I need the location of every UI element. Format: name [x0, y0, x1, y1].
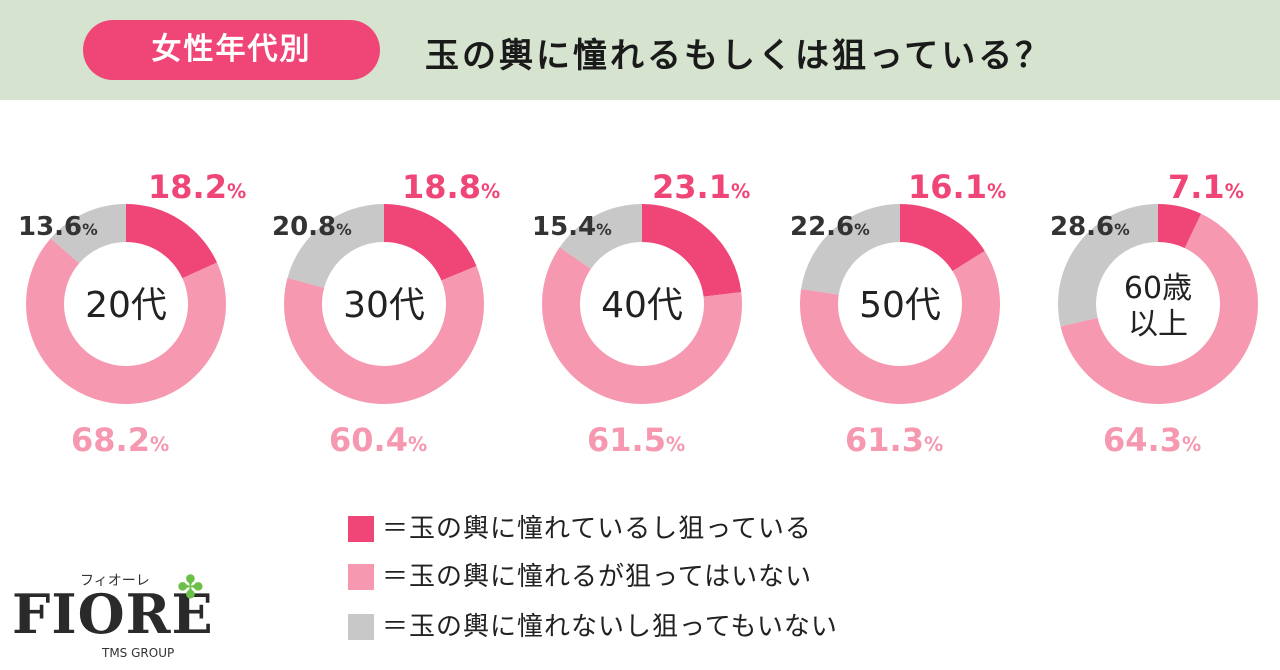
- donut-center-label: 20代: [85, 285, 167, 326]
- percent-label-aspire-and-aim: 7.1%: [1168, 168, 1244, 206]
- percent-label-aspire-not-aim: 68.2%: [71, 421, 170, 459]
- percent-label-neither: 28.6%: [1050, 212, 1130, 242]
- percent-label-aspire-and-aim: 16.1%: [908, 168, 1007, 206]
- donut-slice-aspire-and-aim: [126, 204, 218, 279]
- donut-center-label: 30代: [343, 285, 425, 326]
- donut-center-label: 40代: [601, 285, 683, 326]
- donut-slice-neither: [287, 204, 384, 288]
- donut-slice-aspire-and-aim: [642, 204, 742, 297]
- percent-label-aspire-not-aim: 64.3%: [1103, 421, 1202, 459]
- logo-wordmark: FIORE: [12, 582, 214, 646]
- donut-slice-aspire-not-aim: [542, 247, 742, 404]
- donut-center-label: 50代: [859, 285, 941, 326]
- percent-label-aspire-not-aim: 61.3%: [845, 421, 944, 459]
- donut-center-label: 60歳: [1124, 271, 1192, 306]
- legend-label: ＝玉の輿に憧れないし狙ってもいない: [382, 612, 838, 642]
- percent-label-neither: 20.8%: [272, 212, 352, 242]
- legend-label: ＝玉の輿に憧れているし狙っている: [382, 514, 812, 544]
- donut-slice-neither: [801, 204, 900, 295]
- donut-slice-neither: [50, 204, 127, 264]
- logo-group: TMS GROUP: [102, 646, 175, 660]
- percent-label-neither: 22.6%: [790, 212, 870, 242]
- donut-slice-aspire-not-aim: [25, 238, 227, 405]
- donut-slice-aspire-and-aim: [900, 204, 985, 272]
- clover-icon: ✤: [177, 568, 204, 606]
- legend-swatch: [348, 564, 374, 590]
- category-badge: 女性年代別: [83, 20, 380, 80]
- percent-label-aspire-and-aim: 18.2%: [148, 168, 247, 206]
- donut-slice-aspire-and-aim: [1158, 204, 1202, 249]
- percent-label-aspire-not-aim: 61.5%: [587, 421, 686, 459]
- donut-slice-aspire-not-aim: [800, 250, 1000, 404]
- percent-label-neither: 15.4%: [532, 212, 612, 242]
- donut-slice-aspire-not-aim: [284, 266, 484, 404]
- header-bar: 女性年代別 玉の輿に憧れるもしくは狙っている？: [0, 0, 1280, 100]
- legend-swatch: [348, 516, 374, 542]
- legend-label: ＝玉の輿に憧れるが狙ってはいない: [382, 562, 813, 592]
- legend-swatch: [348, 614, 374, 640]
- donut-slice-neither: [559, 204, 642, 269]
- percent-label-aspire-and-aim: 18.8%: [402, 168, 501, 206]
- percent-label-aspire-and-aim: 23.1%: [652, 168, 751, 206]
- percent-label-neither: 13.6%: [18, 212, 98, 242]
- donut-slice-aspire-not-aim: [1060, 213, 1258, 404]
- chart-title: 玉の輿に憧れるもしくは狙っている？: [425, 36, 1053, 76]
- donut-slice-aspire-and-aim: [384, 204, 477, 281]
- percent-label-aspire-not-aim: 60.4%: [329, 421, 428, 459]
- donut-center-label: 以上: [1128, 307, 1188, 342]
- fiore-logo: フィオーレ FIORE ✤ TMS GROUP: [12, 568, 213, 668]
- donut-slice-neither: [1058, 204, 1158, 327]
- logo-kana: フィオーレ: [80, 573, 150, 589]
